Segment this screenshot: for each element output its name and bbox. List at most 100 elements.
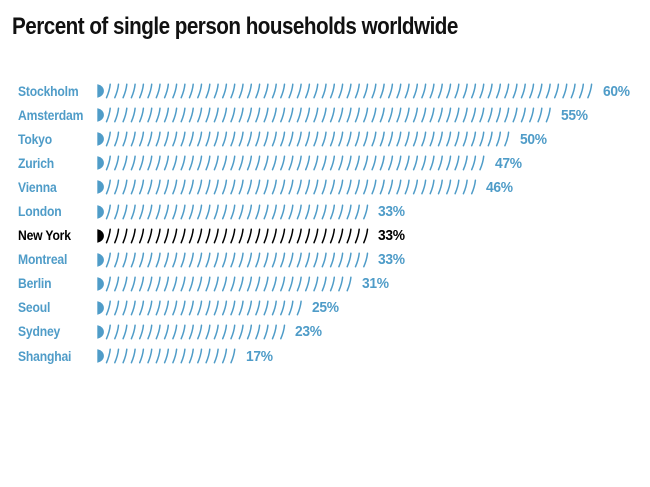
bar-tick-glyph [197,348,203,364]
bar-tick-glyph [495,131,502,147]
bar-tick-glyph [180,228,186,244]
bar-tick-glyph [429,131,435,147]
bar-tick-glyph [462,131,468,147]
bar-tick-glyph [470,131,477,147]
bar-tick-glyph [130,300,136,316]
bar-tick-glyph [172,300,178,316]
bar-tick-glyph [255,324,261,340]
bar-tick-glyph [213,300,219,316]
bar-tick-glyph [147,300,153,316]
bar-tick-glyph [288,276,294,292]
bar-tick-glyph [329,276,336,292]
bar-tick-glyph [437,155,443,171]
bar-tick-glyph [363,252,369,268]
bar-tick-glyph [221,155,228,171]
city-label: New York [18,228,71,244]
bar-tick-glyph [221,228,228,244]
bar-tick-glyph [163,252,170,268]
bar-tick-glyph [205,179,211,195]
bar-ticks [97,324,286,340]
bar-tick-glyph [338,155,344,171]
bar-tick-glyph [313,83,319,99]
bar-tick-glyph [346,204,352,219]
bar-tick-glyph [313,276,319,292]
bar-tick-glyph [371,179,377,195]
bar-tick-glyph [230,228,236,244]
bar-tick-glyph [172,252,178,268]
bar-tick-glyph [437,83,443,99]
bar-tick-glyph [429,179,435,195]
bar-tick-glyph [230,300,236,316]
bar-tick-glyph [396,179,402,195]
bar-tick-glyph [188,131,194,147]
bar-tick-glyph [255,179,261,195]
bar-tick-glyph [130,83,136,99]
bar-tick-glyph [163,131,170,147]
bar-tick-glyph [280,107,286,123]
bar-tick-glyph [304,107,311,123]
bar-tick-glyph [495,107,502,123]
bar-tick-glyph [263,252,269,268]
chart-row: Vienna 46% [0,175,650,199]
value-label: 60% [603,82,630,100]
bar-tick-glyph [246,179,253,195]
bar-tick-glyph [230,131,236,147]
bar-tick-glyph [188,155,194,171]
bar-tick-glyph [138,300,145,316]
bar-tick-glyph [197,324,203,340]
bar-tick-glyph [379,131,385,147]
bar-tick-glyph [188,252,194,268]
chart-row: New York 33% [0,224,650,248]
bar-ticks [97,155,485,171]
bar-start-drop-glyph [97,156,104,171]
bar-tick-glyph [213,155,219,171]
bar-tick-glyph [205,324,211,340]
bar-tick-glyph [429,107,435,123]
bar-tick-glyph [404,155,410,171]
bar-tick-glyph [246,252,253,268]
bar-tick-glyph [263,83,269,99]
bar-tick-glyph [346,155,352,171]
bar-tick-glyph [197,252,203,268]
bar-tick-glyph [163,348,170,364]
bar-tick-glyph [188,228,194,244]
bar-tick-glyph [354,83,360,99]
bar-tick-glyph [197,155,203,171]
bar-tick-glyph [205,348,211,364]
bar-tick-glyph [313,179,319,195]
bar-tick-glyph [255,252,261,268]
bar-ticks [97,83,593,99]
bar-tick-glyph [221,324,228,340]
bar-tick-glyph [155,228,161,244]
chart-rows: Stockholm 60% Amsterdam 55% Tokyo 50% Zurich 47… [0,79,650,368]
bar-tick-glyph [246,155,253,171]
bar-tick-glyph [387,155,394,171]
bar-tick-glyph [479,155,485,171]
bar-tick-glyph [147,324,153,340]
bar-tick-glyph [205,131,211,147]
bar-tick-glyph [105,348,111,364]
bar-tick-glyph [188,276,194,292]
bar-tick-glyph [114,300,120,316]
bar-tick-glyph [271,252,277,268]
bar-tick-glyph [296,131,302,147]
bar-tick-glyph [338,179,344,195]
value-label: 55% [561,106,588,124]
bar-tick-glyph [338,131,344,147]
bar-tick-glyph [130,276,136,292]
bar-tick-glyph [213,107,219,123]
bar-tick-glyph [230,276,236,292]
bar-start-drop-glyph [97,204,104,219]
bar-tick-glyph [238,324,244,340]
bar-tick-glyph [180,300,186,316]
bar-tick-glyph [421,83,427,99]
bar-tick-glyph [321,131,327,147]
bar-tick-glyph [313,107,319,123]
bar-tick-glyph [138,107,145,123]
bar-tick-glyph [221,300,228,316]
bar-tick-glyph [304,179,311,195]
bar-tick-glyph [346,107,352,123]
bar-tick-glyph [255,276,261,292]
chart-row: Tokyo 50% [0,127,650,151]
bar-tick-glyph [213,131,219,147]
